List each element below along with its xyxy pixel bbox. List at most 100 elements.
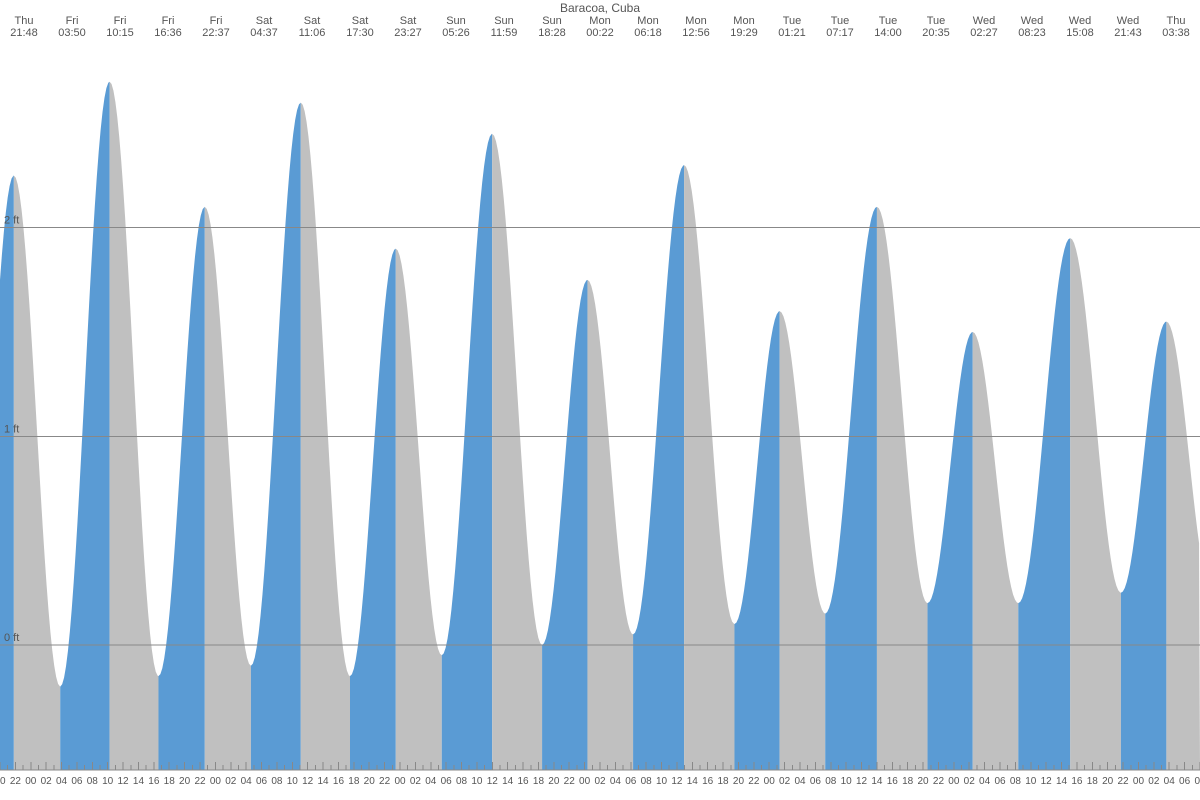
top-label-day-7: Sat [352, 15, 369, 27]
top-label-day-14: Mon [685, 15, 706, 27]
x-hour-label-66: 14 [502, 776, 514, 787]
x-hour-label-118: 18 [902, 776, 914, 787]
x-hour-label-32: 04 [241, 776, 253, 787]
x-hour-label-70: 18 [533, 776, 545, 787]
x-hour-label-28: 00 [210, 776, 222, 787]
x-hour-label-142: 18 [1087, 776, 1099, 787]
x-hour-label-20: 16 [148, 776, 160, 787]
x-hour-label-144: 20 [1102, 776, 1114, 787]
x-hour-label-102: 02 [779, 776, 791, 787]
top-label-day-18: Tue [879, 15, 898, 27]
top-label-day-24: Thu [1167, 15, 1186, 27]
x-hour-label-16: 12 [118, 776, 130, 787]
x-hour-label-96: 20 [733, 776, 745, 787]
x-hour-label-0: 20 [0, 776, 6, 787]
top-label-day-1: Fri [66, 15, 79, 27]
top-label-time-11: 18:28 [538, 27, 566, 39]
x-hour-label-84: 08 [641, 776, 653, 787]
y-tick-label-0: 0 ft [4, 632, 19, 644]
top-label-time-20: 02:27 [970, 27, 998, 39]
x-hour-label-154: 06 [1179, 776, 1191, 787]
x-hour-label-110: 10 [841, 776, 853, 787]
x-hour-label-76: 00 [579, 776, 591, 787]
x-hour-label-80: 04 [610, 776, 622, 787]
x-hour-label-12: 08 [87, 776, 99, 787]
x-hour-label-86: 10 [656, 776, 668, 787]
top-label-time-24: 03:38 [1162, 27, 1190, 39]
top-label-time-15: 19:29 [730, 27, 758, 39]
top-label-time-21: 08:23 [1018, 27, 1046, 39]
tide-segment-0 [0, 176, 14, 770]
x-hour-label-30: 02 [225, 776, 237, 787]
x-hour-label-4: 00 [25, 776, 37, 787]
x-hour-label-116: 16 [887, 776, 899, 787]
top-label-time-2: 10:15 [106, 27, 134, 39]
x-hour-label-14: 10 [102, 776, 114, 787]
top-label-day-3: Fri [162, 15, 175, 27]
top-label-day-6: Sat [304, 15, 321, 27]
x-hour-label-124: 00 [948, 776, 960, 787]
y-tick-label-2: 2 ft [4, 215, 19, 227]
top-label-day-2: Fri [114, 15, 127, 27]
x-hour-label-24: 20 [179, 776, 191, 787]
x-hour-label-92: 16 [702, 776, 714, 787]
x-hour-label-60: 08 [456, 776, 468, 787]
x-hour-label-148: 00 [1133, 776, 1145, 787]
top-label-time-9: 05:26 [442, 27, 470, 39]
x-hour-label-2: 22 [10, 776, 22, 787]
x-hour-label-8: 04 [56, 776, 68, 787]
top-label-time-3: 16:36 [154, 27, 182, 39]
x-hour-label-26: 22 [194, 776, 206, 787]
tide-chart-svg: 0 ft1 ft2 ftBaracoa, CubaThu21:48Fri03:5… [0, 0, 1200, 800]
top-label-day-17: Tue [831, 15, 850, 27]
x-hour-label-122: 22 [933, 776, 945, 787]
x-hour-label-34: 06 [256, 776, 268, 787]
x-hour-label-108: 08 [825, 776, 837, 787]
top-label-day-11: Sun [542, 15, 562, 27]
top-label-time-13: 06:18 [634, 27, 662, 39]
x-hour-label-48: 20 [364, 776, 376, 787]
x-hour-label-134: 10 [1025, 776, 1037, 787]
x-hour-label-128: 04 [979, 776, 991, 787]
x-hour-label-54: 02 [410, 776, 422, 787]
x-hour-label-44: 16 [333, 776, 345, 787]
top-label-time-18: 14:00 [874, 27, 902, 39]
top-label-day-0: Thu [15, 15, 34, 27]
x-hour-label-94: 18 [718, 776, 730, 787]
top-label-day-16: Tue [783, 15, 802, 27]
x-hour-label-62: 10 [471, 776, 483, 787]
x-hour-label-112: 12 [856, 776, 868, 787]
top-label-day-23: Wed [1117, 15, 1139, 27]
top-label-time-8: 23:27 [394, 27, 422, 39]
x-hour-label-136: 12 [1041, 776, 1053, 787]
x-hour-label-90: 14 [687, 776, 699, 787]
top-label-time-0: 21:48 [10, 27, 38, 39]
x-hour-label-40: 12 [302, 776, 314, 787]
top-label-day-22: Wed [1069, 15, 1091, 27]
x-hour-label-50: 22 [379, 776, 391, 787]
top-label-day-5: Sat [256, 15, 273, 27]
x-hour-label-46: 18 [348, 776, 360, 787]
x-hour-label-130: 06 [994, 776, 1006, 787]
x-hour-label-100: 00 [764, 776, 776, 787]
x-hour-label-10: 06 [71, 776, 83, 787]
top-label-time-1: 03:50 [58, 27, 86, 39]
top-label-time-23: 21:43 [1114, 27, 1142, 39]
top-label-time-19: 20:35 [922, 27, 950, 39]
top-label-time-22: 15:08 [1066, 27, 1094, 39]
top-label-day-21: Wed [1021, 15, 1043, 27]
top-label-time-10: 11:59 [491, 27, 518, 39]
top-label-day-13: Mon [637, 15, 658, 27]
top-label-day-8: Sat [400, 15, 417, 27]
x-hour-label-98: 22 [748, 776, 760, 787]
x-hour-label-6: 02 [41, 776, 53, 787]
x-hour-label-88: 12 [671, 776, 683, 787]
x-hour-label-52: 00 [394, 776, 406, 787]
x-hour-label-106: 06 [810, 776, 822, 787]
x-hour-label-114: 14 [871, 776, 883, 787]
x-hour-label-38: 10 [287, 776, 299, 787]
x-hour-label-152: 04 [1164, 776, 1176, 787]
top-label-day-19: Tue [927, 15, 946, 27]
x-hour-label-126: 02 [964, 776, 976, 787]
x-hour-label-150: 02 [1148, 776, 1160, 787]
